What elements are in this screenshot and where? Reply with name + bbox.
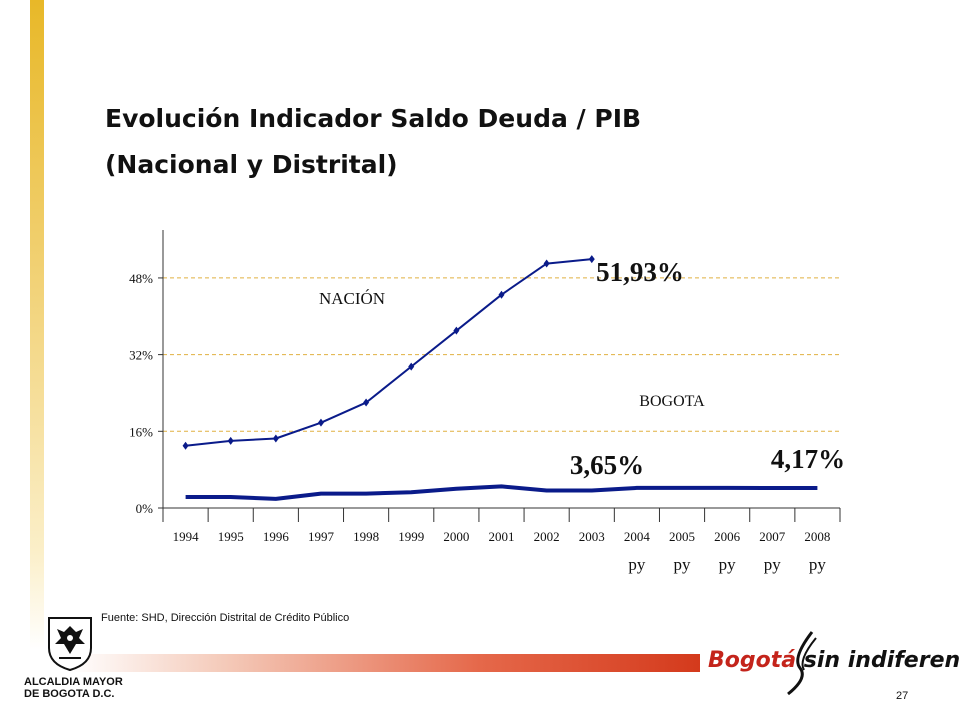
data-point <box>317 418 324 427</box>
bogota-brand-logo: Bogotá sin indiferencia <box>708 648 960 673</box>
data-point <box>272 434 279 443</box>
data-annotation: 3,65% <box>570 450 644 480</box>
x-tick-label: 1997 <box>308 529 335 544</box>
alcaldia-logo-text: ALCALDIA MAYOR DE BOGOTA D.C. <box>24 676 123 700</box>
brand-part-2: sin indiferencia <box>803 648 960 673</box>
y-tick-label: 32% <box>129 348 153 363</box>
brand-part-1: Bogotá <box>708 648 797 673</box>
source-note: Fuente: SHD, Dirección Distrital de Créd… <box>101 612 350 624</box>
x-tick-label: 1998 <box>353 529 379 544</box>
x-tick-sublabel: py <box>719 555 737 574</box>
data-point <box>453 326 460 335</box>
data-point <box>182 441 189 450</box>
x-tick-label: 2005 <box>669 529 695 544</box>
series-line-nacion <box>185 258 592 447</box>
bogota-crest-icon <box>48 617 92 672</box>
brand-swoosh-icon <box>787 631 817 696</box>
y-tick-label: 48% <box>129 271 153 286</box>
data-point <box>363 398 370 407</box>
x-tick-label: 1996 <box>263 529 290 544</box>
page-number: 27 <box>896 690 909 702</box>
x-tick-label: 1994 <box>173 529 200 544</box>
data-point <box>498 290 505 299</box>
slide-title: Evolución Indicador Saldo Deuda / PIB (N… <box>105 96 905 188</box>
x-tick-label: 1999 <box>398 529 424 544</box>
x-tick-sublabel: py <box>628 555 646 574</box>
x-tick-label: 2000 <box>443 529 469 544</box>
x-tick-label: 2008 <box>804 529 830 544</box>
x-tick-sublabel: py <box>764 555 782 574</box>
data-point <box>588 255 595 264</box>
y-tick-label: 0% <box>136 501 154 516</box>
x-tick-label: 2006 <box>714 529 741 544</box>
data-annotation: 51,93% <box>596 257 684 287</box>
x-tick-sublabel: py <box>809 555 827 574</box>
x-tick-label: 2007 <box>759 529 786 544</box>
x-tick-label: 2001 <box>489 529 515 544</box>
series-label: BOGOTA <box>639 393 705 410</box>
footer-gradient-bar <box>70 654 700 672</box>
data-annotation: 4,17% <box>771 444 845 474</box>
x-tick-label: 2002 <box>534 529 560 544</box>
accent-bar <box>30 0 44 650</box>
x-tick-label: 2004 <box>624 529 651 544</box>
data-point <box>408 362 415 371</box>
title-line-1: Evolución Indicador Saldo Deuda / PIB <box>105 104 642 133</box>
alcaldia-line-1: ALCALDIA MAYOR <box>24 676 123 688</box>
alcaldia-line-2: DE BOGOTA D.C. <box>24 688 115 700</box>
data-point <box>227 436 234 445</box>
y-tick-label: 16% <box>129 424 153 439</box>
x-tick-label: 1995 <box>218 529 244 544</box>
series-label: NACIÓN <box>319 289 385 308</box>
data-point <box>543 259 550 268</box>
x-tick-sublabel: py <box>674 555 692 574</box>
title-line-2: (Nacional y Distrital) <box>105 150 398 179</box>
x-tick-label: 2003 <box>579 529 605 544</box>
series-line-bogota <box>185 484 818 501</box>
